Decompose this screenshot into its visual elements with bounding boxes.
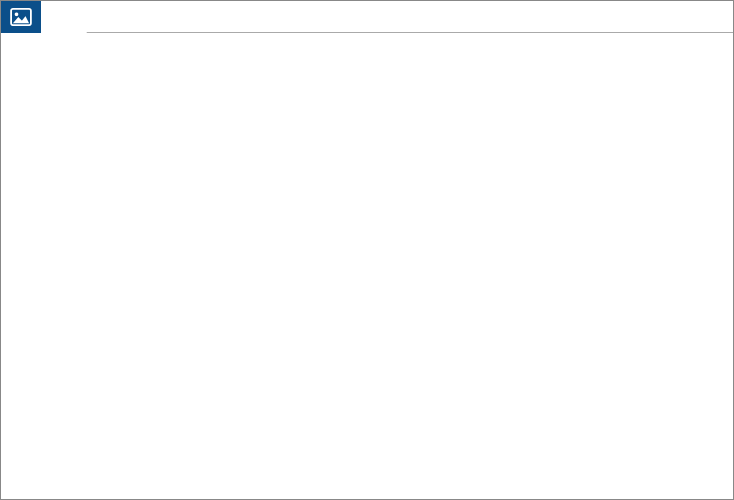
figure-title: [1, 33, 733, 53]
figure-subtitle: [1, 53, 733, 71]
figure-label: [41, 1, 69, 33]
hypnogram-chart: [1, 71, 733, 149]
picture-icon: [1, 1, 41, 33]
hypnogram-svg: [39, 75, 715, 149]
header-rule: [89, 1, 733, 33]
figure-header: [1, 1, 733, 33]
